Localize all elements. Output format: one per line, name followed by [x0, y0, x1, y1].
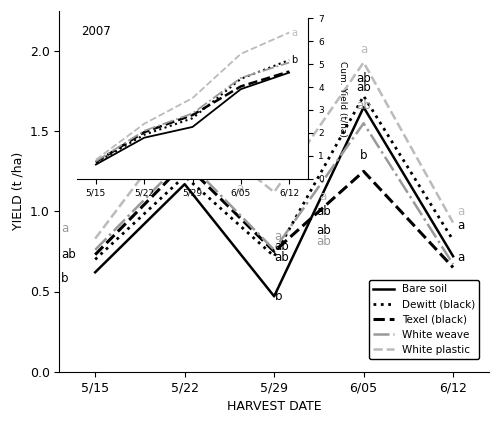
Line: White weave: White weave	[95, 123, 453, 264]
White plastic	[271, 190, 277, 195]
White plastic	[360, 60, 366, 65]
Bare soil	[182, 181, 188, 187]
Texel (black)	[360, 169, 366, 174]
White weave	[450, 262, 456, 267]
Texel (black)	[182, 161, 188, 166]
Text: a: a	[181, 163, 188, 176]
Text: a: a	[458, 205, 465, 218]
Line: White plastic: White plastic	[95, 62, 453, 239]
Text: a: a	[458, 219, 465, 232]
Texel (black)	[450, 265, 456, 270]
Text: a: a	[320, 190, 327, 204]
Line: Bare soil: Bare soil	[95, 107, 453, 296]
Text: a: a	[61, 223, 68, 235]
White weave	[182, 156, 188, 161]
Text: ab: ab	[274, 251, 289, 264]
White plastic	[92, 236, 98, 241]
Dewitt (black)	[271, 254, 277, 259]
Text: a: a	[274, 230, 281, 243]
Text: ab: ab	[61, 248, 76, 261]
Text: a: a	[181, 141, 188, 154]
Bare soil	[450, 254, 456, 259]
Dewitt (black)	[92, 257, 98, 262]
X-axis label: HARVEST DATE: HARVEST DATE	[227, 400, 322, 413]
Line: Dewitt (black): Dewitt (black)	[95, 96, 453, 259]
White plastic	[450, 220, 456, 225]
Text: a: a	[181, 102, 188, 115]
Text: a: a	[458, 251, 465, 264]
Bare soil	[360, 105, 366, 110]
Dewitt (black)	[450, 238, 456, 243]
Text: ab: ab	[356, 72, 371, 85]
Y-axis label: YIELD (t /ha): YIELD (t /ha)	[11, 152, 24, 231]
Text: ab: ab	[316, 224, 330, 237]
Text: ab: ab	[274, 240, 289, 253]
Dewitt (black)	[360, 93, 366, 98]
Text: ab: ab	[356, 81, 371, 95]
Dewitt (black)	[182, 173, 188, 179]
White plastic	[182, 117, 188, 123]
White weave	[92, 247, 98, 252]
Text: ab: ab	[316, 205, 330, 218]
Line: Texel (black): Texel (black)	[95, 163, 453, 268]
Text: a: a	[236, 182, 244, 195]
White weave	[360, 121, 366, 126]
Text: a: a	[360, 43, 367, 56]
Text: ab: ab	[356, 99, 371, 112]
Texel (black)	[92, 252, 98, 257]
Texel (black)	[271, 249, 277, 254]
Legend: Bare soil, Dewitt (black), Texel (black), White weave, White plastic: Bare soil, Dewitt (black), Texel (black)…	[368, 280, 480, 359]
Text: b: b	[61, 272, 68, 285]
White weave	[271, 247, 277, 252]
Text: b: b	[360, 149, 368, 162]
Bare soil	[271, 294, 277, 299]
Text: b: b	[275, 290, 282, 303]
Bare soil	[92, 270, 98, 275]
Text: ab: ab	[316, 235, 330, 248]
